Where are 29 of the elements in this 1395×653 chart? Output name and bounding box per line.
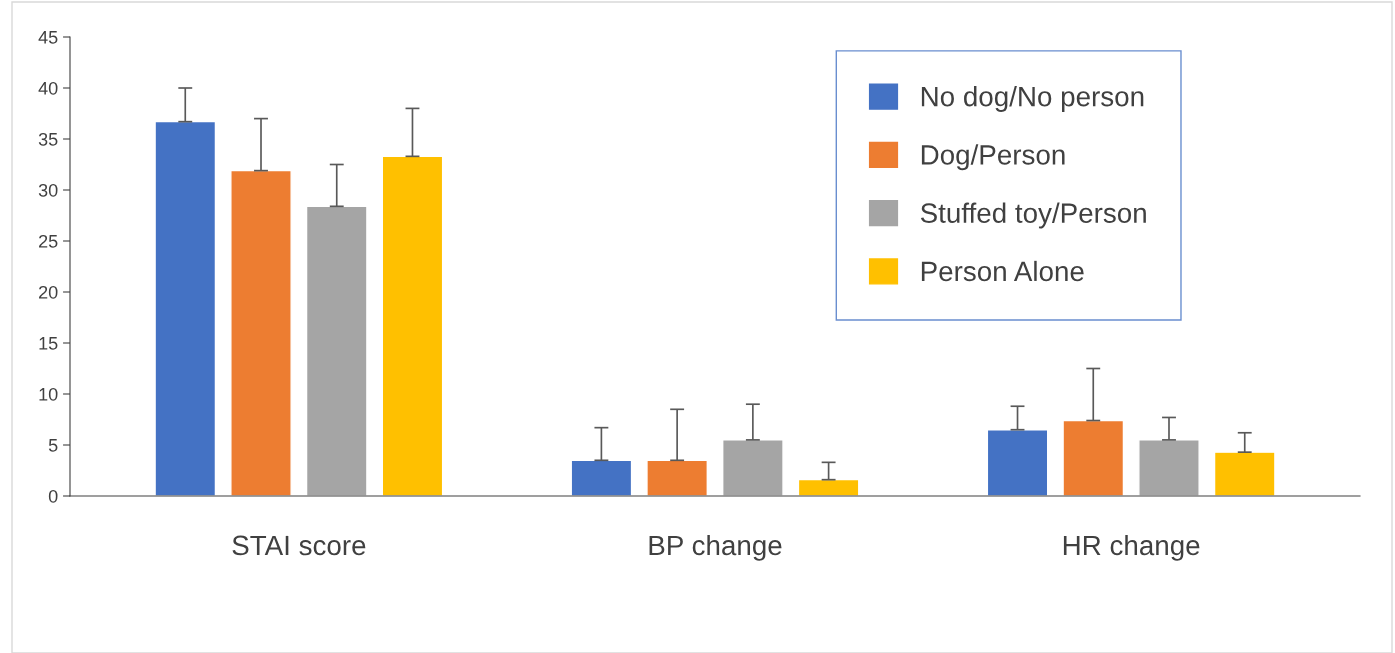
bar <box>1138 439 1200 496</box>
legend-label: Stuffed toy/Person <box>920 202 1146 229</box>
x-tick-label: HR change <box>1063 534 1200 561</box>
y-tick-label: 10 <box>39 387 58 401</box>
y-tick-label: 25 <box>39 234 58 248</box>
bar <box>154 120 217 496</box>
legend-label: Person Alone <box>921 260 1084 282</box>
y-tick-label: 15 <box>39 337 58 350</box>
bar <box>381 155 444 496</box>
bar <box>1062 419 1125 496</box>
bar <box>570 459 633 496</box>
x-tick-label: BP change <box>649 534 782 561</box>
y-tick-label: 20 <box>39 285 58 299</box>
bar <box>230 169 292 496</box>
bar <box>305 205 368 496</box>
y-tick-label: 40 <box>38 81 58 95</box>
y-tick-label: 30 <box>38 183 58 197</box>
bar <box>1213 451 1276 496</box>
y-tick-label: 0 <box>48 489 58 503</box>
legend-label: Dog/Person <box>921 144 1065 171</box>
x-tick-label: STAI score <box>232 535 366 556</box>
bar <box>646 459 708 496</box>
legend-label: No dog/No person <box>921 86 1144 112</box>
y-tick-label: 5 <box>48 439 58 452</box>
y-tick-label: 45 <box>38 31 58 44</box>
bar <box>797 478 860 496</box>
y-tick-label: 35 <box>38 132 58 146</box>
bar <box>986 429 1049 496</box>
bar <box>722 439 784 496</box>
